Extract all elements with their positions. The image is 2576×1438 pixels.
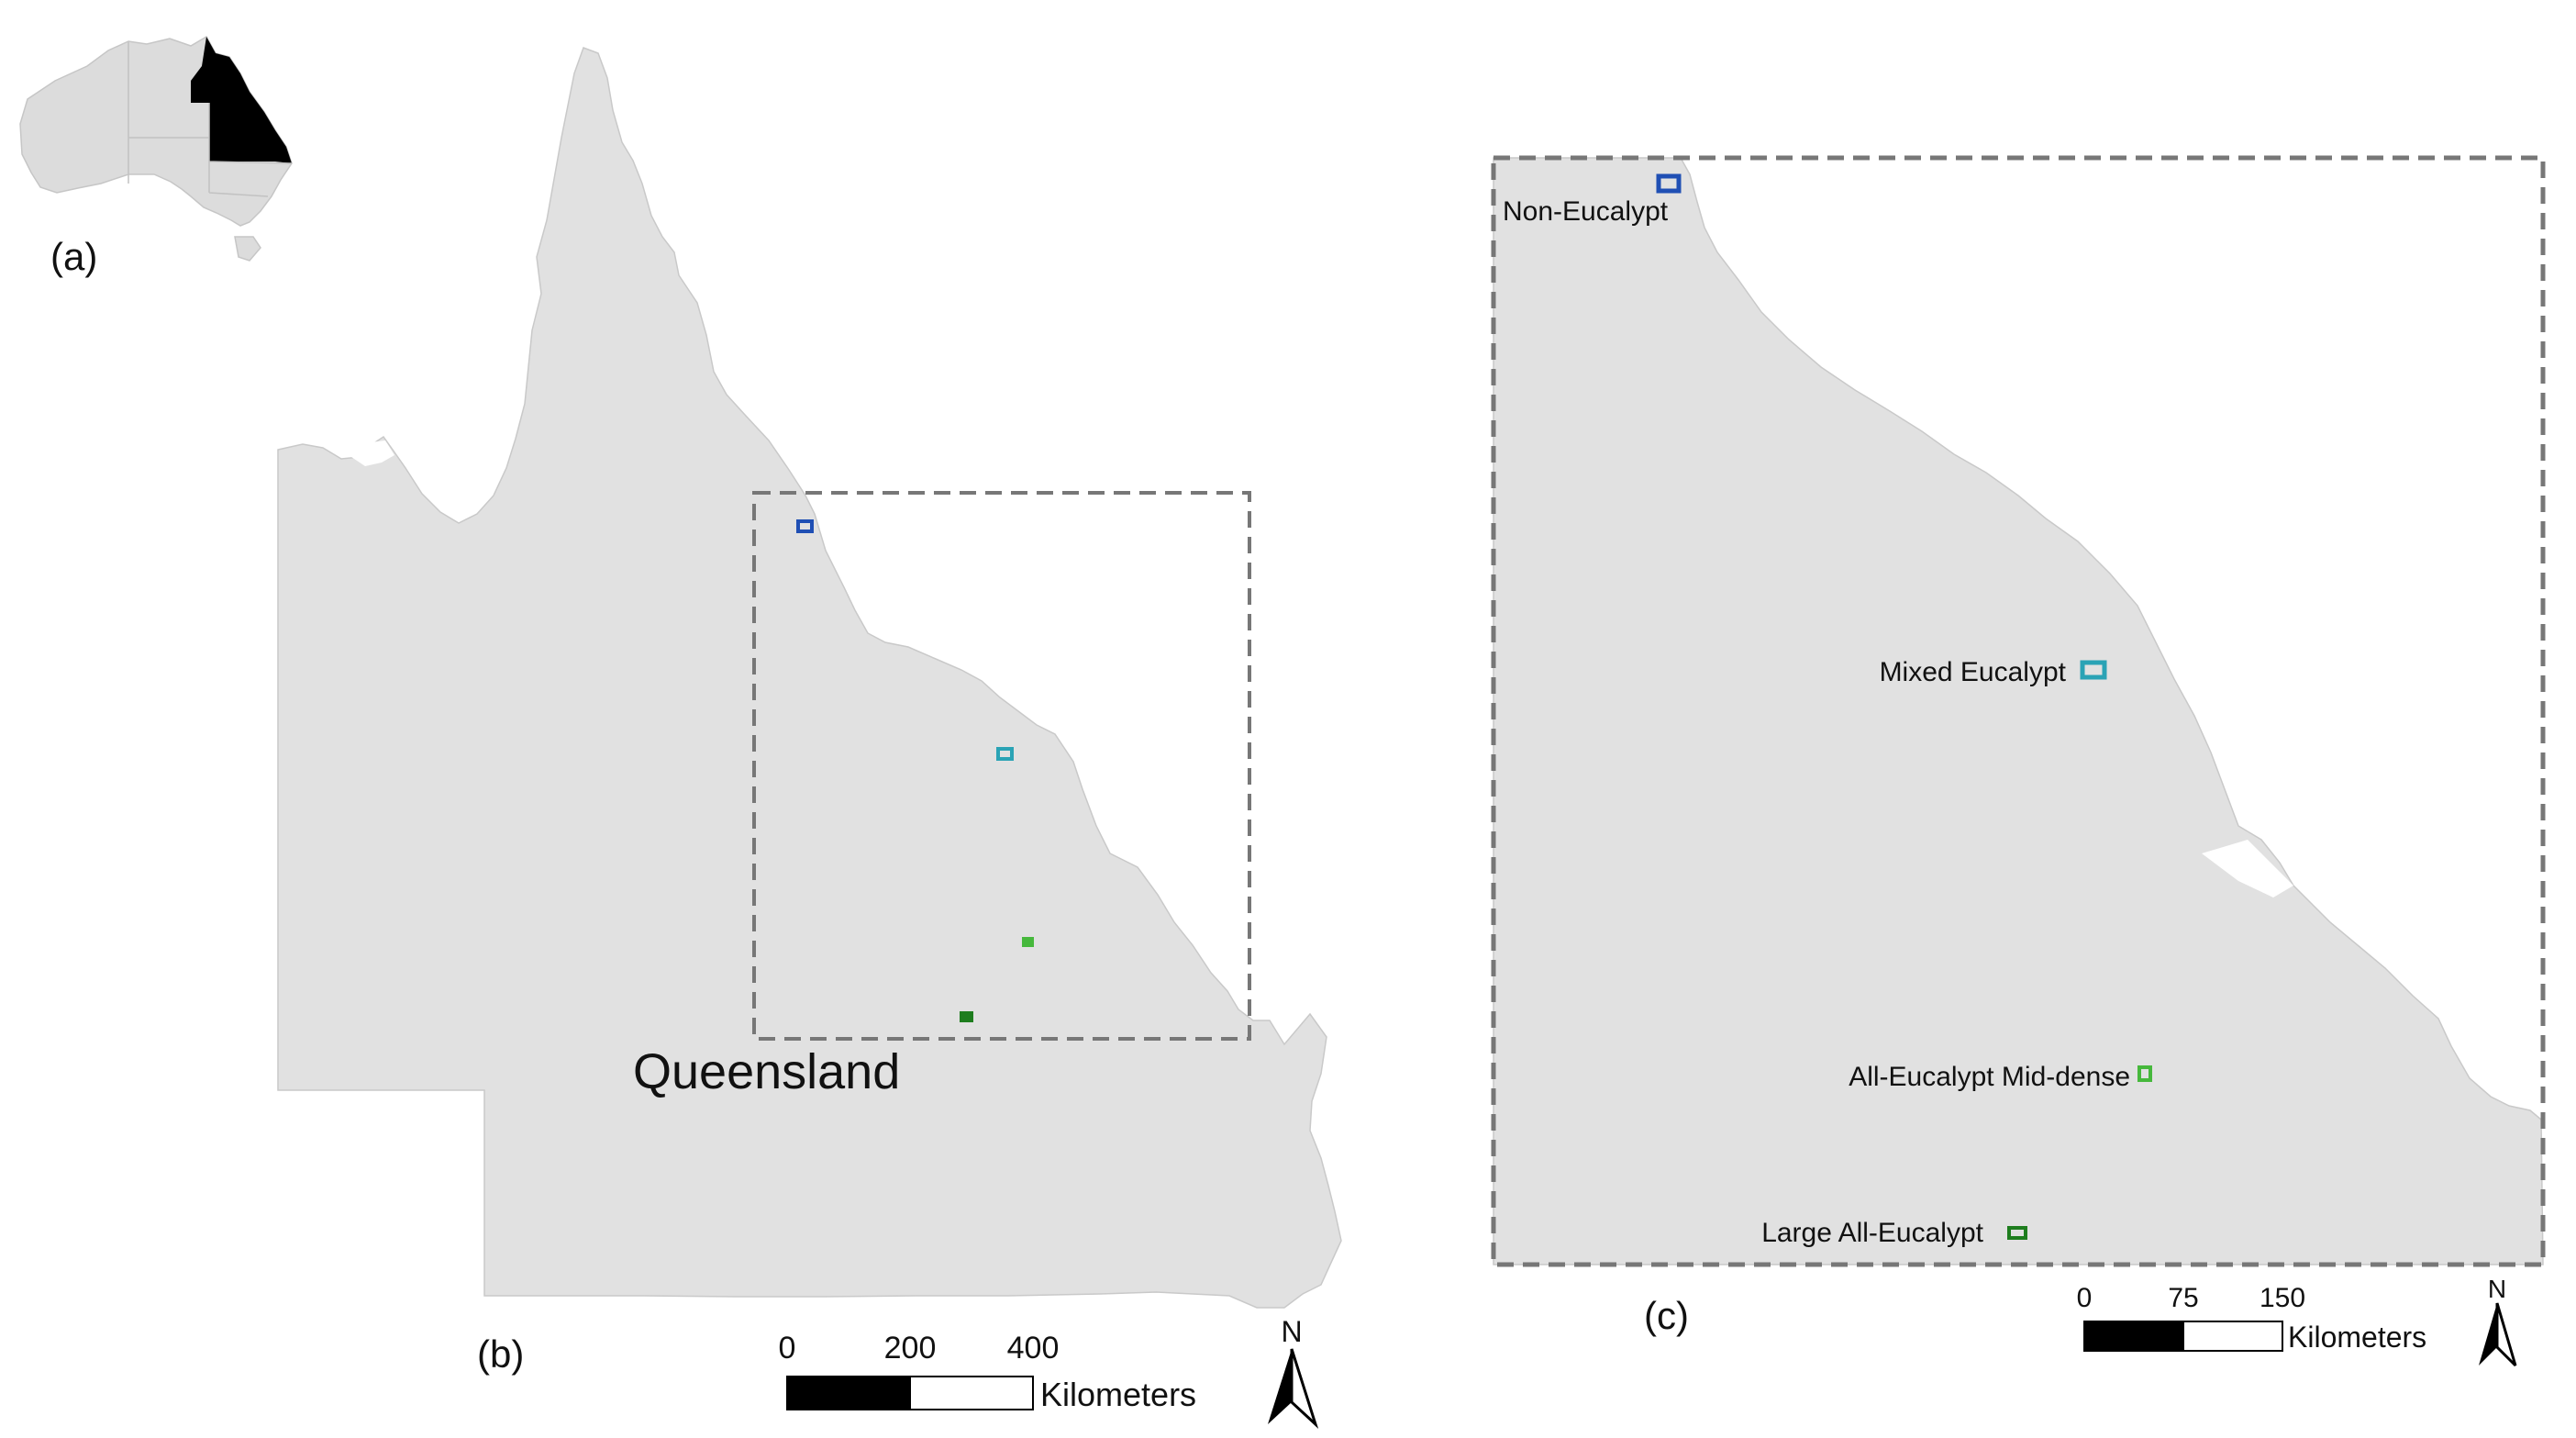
north-arrow-c: N	[2479, 1275, 2517, 1367]
state-borders	[128, 41, 293, 197]
scale-bar-b-white-segment	[909, 1376, 1034, 1410]
zoomed-coast-map	[1493, 157, 2544, 1265]
queensland-map	[277, 47, 1342, 1309]
inset-extent-box	[752, 491, 1251, 1041]
scale-bar-c-tick-0: 0	[2077, 1283, 2093, 1313]
scale-bar-c-tick-2: 150	[2260, 1283, 2305, 1313]
zoomed-landmass	[1493, 157, 2544, 1265]
site-marker-all-eucalypt-mid-dense	[1022, 937, 1034, 947]
gulf-coast-inlet	[349, 440, 394, 466]
scale-bar-c-unit: Kilometers	[2288, 1321, 2426, 1354]
scale-bar-c-white-segment	[2182, 1321, 2283, 1352]
site-marker-large-all-eucalypt-zoomed	[2007, 1226, 2027, 1240]
site-marker-all-eucalypt-mid-dense-zoomed	[2137, 1065, 2152, 1082]
north-arrow-b: N	[1268, 1315, 1319, 1429]
scale-bar-b: 0 200 400 Kilometers	[779, 1331, 1197, 1413]
scale-bar-c-tick-1: 75	[2168, 1283, 2198, 1313]
site-marker-large-all-eucalypt	[960, 1011, 973, 1022]
scale-bar-b-tick-2: 400	[1007, 1331, 1060, 1366]
site-markers-zoomed	[1656, 173, 2152, 1240]
coastal-bay	[2202, 840, 2293, 897]
australia-inset-map	[19, 35, 293, 262]
scale-bar-b-black-segment	[786, 1376, 911, 1410]
scale-bar-b-unit: Kilometers	[1040, 1376, 1196, 1413]
site-marker-mixed-eucalypt-zoomed	[2080, 660, 2107, 680]
site-label-mixed-eucalypt: Mixed Eucalypt	[1880, 657, 2067, 687]
site-marker-non-eucalypt-zoomed	[1656, 173, 1682, 194]
site-markers-overview	[796, 519, 1034, 1022]
queensland-landmass	[277, 47, 1342, 1309]
north-arrow-b-letter: N	[1281, 1315, 1302, 1348]
zoomed-map-frame	[1491, 155, 2546, 1267]
north-arrow-b-icon	[1268, 1349, 1292, 1424]
scale-bar-c-black-segment	[2083, 1321, 2184, 1352]
site-label-large-all-eucalypt: Large All-Eucalypt	[1761, 1218, 1983, 1248]
site-marker-mixed-eucalypt	[996, 747, 1014, 761]
north-arrow-c-icon	[2479, 1303, 2497, 1366]
north-arrow-c-letter: N	[2488, 1275, 2506, 1303]
queensland-label: Queensland	[633, 1044, 900, 1099]
site-label-non-eucalypt: Non-Eucalypt	[1503, 196, 1669, 227]
scale-bar-b-tick-0: 0	[779, 1331, 796, 1366]
tasmania	[234, 236, 261, 262]
queensland-highlight	[191, 37, 292, 163]
site-label-all-eucalypt-mid-dense: All-Eucalypt Mid-dense	[1849, 1062, 2130, 1092]
site-marker-non-eucalypt	[796, 519, 814, 533]
panel-b-label: (b)	[477, 1332, 524, 1376]
panel-c-label: (c)	[1644, 1294, 1689, 1337]
panel-a-label: (a)	[50, 235, 97, 278]
scale-bar-c: 0 75 150 Kilometers	[2077, 1283, 2427, 1354]
scale-bar-b-tick-1: 200	[884, 1331, 937, 1366]
